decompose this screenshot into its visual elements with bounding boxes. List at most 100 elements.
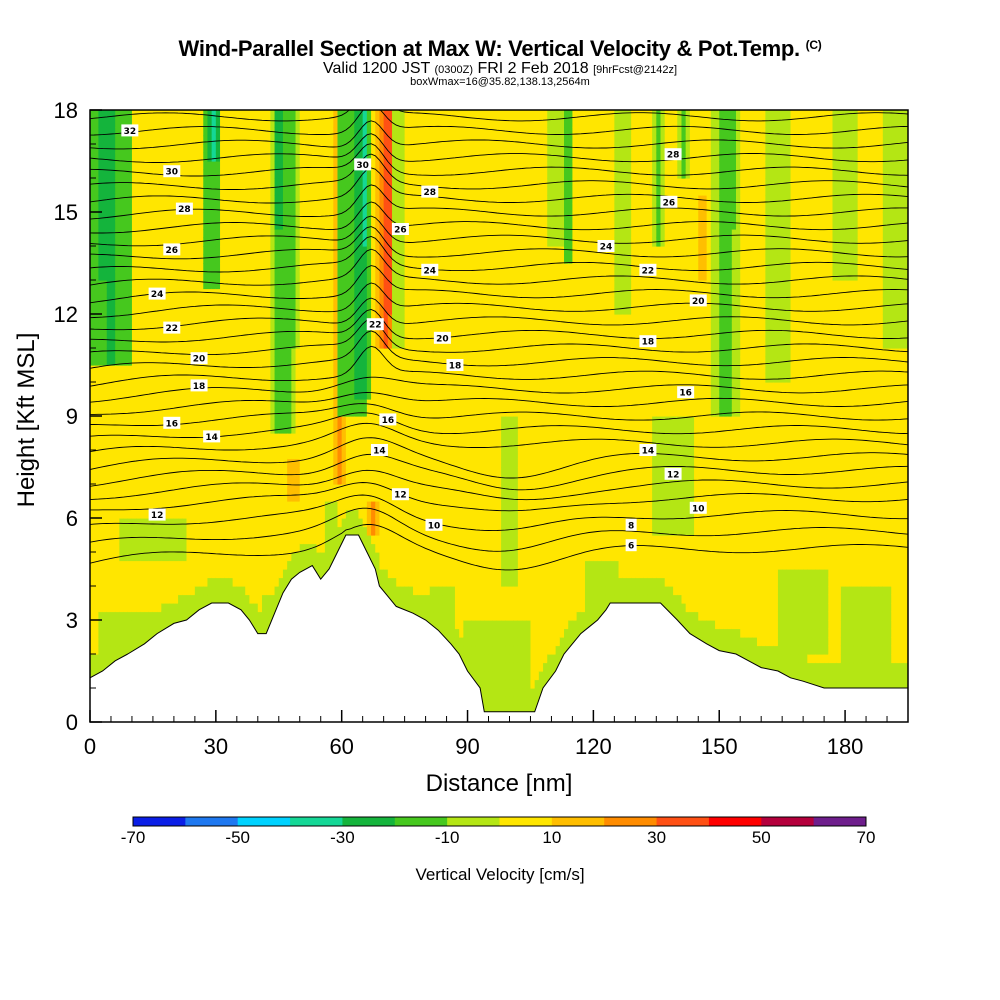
- velocity-cell: [266, 620, 271, 630]
- velocity-cell: [90, 365, 95, 375]
- velocity-cell: [291, 399, 297, 409]
- velocity-cell: [161, 441, 167, 451]
- velocity-cell: [131, 628, 137, 638]
- velocity-cell: [278, 586, 284, 596]
- velocity-cell: [312, 161, 318, 171]
- velocity-cell: [375, 237, 381, 247]
- velocity-cell: [90, 305, 95, 315]
- velocity-cell: [320, 263, 326, 273]
- velocity-cell: [299, 450, 305, 460]
- velocity-cell: [261, 127, 267, 137]
- velocity-cell: [345, 424, 351, 434]
- velocity-cell: [228, 560, 234, 570]
- velocity-cell: [266, 450, 271, 460]
- box-info: boxWmax=16@35.82,138.13,2564m: [410, 76, 590, 88]
- velocity-cell: [165, 331, 171, 341]
- velocity-cell: [350, 348, 355, 358]
- velocity-cell: [131, 254, 137, 264]
- velocity-cell: [224, 195, 230, 205]
- velocity-cell: [257, 382, 263, 392]
- velocity-cell: [312, 288, 318, 298]
- velocity-cell: [358, 450, 364, 460]
- velocity-cell: [215, 577, 221, 587]
- velocity-cell: [324, 467, 330, 477]
- velocity-cell: [308, 152, 313, 162]
- velocity-cell: [253, 586, 259, 596]
- velocity-cell: [131, 152, 137, 162]
- velocity-cell: [115, 237, 120, 247]
- velocity-cell: [98, 645, 104, 655]
- velocity-cell: [228, 263, 234, 273]
- velocity-cell: [245, 322, 250, 332]
- velocity-cell: [249, 178, 255, 188]
- velocity-cell: [211, 365, 217, 375]
- velocity-cell: [257, 254, 263, 264]
- velocity-cell: [371, 331, 376, 341]
- velocity-cell: [186, 382, 192, 392]
- velocity-cell: [375, 263, 381, 273]
- velocity-cell: [178, 424, 183, 434]
- velocity-cell: [257, 441, 263, 451]
- velocity-cell: [241, 569, 246, 579]
- velocity-cell: [362, 518, 368, 528]
- velocity-cell: [245, 195, 250, 205]
- velocity-cell: [119, 229, 125, 239]
- velocity-cell: [329, 322, 334, 332]
- velocity-cell: [161, 467, 167, 477]
- velocity-cell: [333, 492, 339, 502]
- velocity-cell: [119, 254, 125, 264]
- velocity-cell: [316, 144, 322, 154]
- velocity-cell: [287, 433, 292, 443]
- velocity-cell: [157, 501, 162, 511]
- velocity-cell: [131, 365, 137, 375]
- velocity-cell: [127, 203, 133, 213]
- velocity-cell: [303, 280, 309, 290]
- velocity-cell: [245, 186, 250, 196]
- velocity-cell: [333, 254, 339, 264]
- velocity-cell: [232, 526, 238, 536]
- velocity-cell: [136, 237, 141, 247]
- velocity-cell: [224, 399, 230, 409]
- velocity-cell: [333, 161, 339, 171]
- velocity-cell: [316, 331, 322, 341]
- velocity-cell: [165, 280, 171, 290]
- velocity-cell: [207, 186, 213, 196]
- velocity-cell: [106, 246, 112, 256]
- velocity-cell: [324, 263, 330, 273]
- velocity-cell: [295, 348, 301, 358]
- velocity-cell: [140, 339, 146, 349]
- velocity-cell: [148, 382, 154, 392]
- velocity-cell: [224, 492, 230, 502]
- velocity-cell: [375, 433, 381, 443]
- velocity-cell: [261, 552, 267, 562]
- velocity-cell: [136, 620, 141, 630]
- velocity-cell: [299, 518, 305, 528]
- velocity-cell: [136, 560, 141, 570]
- velocity-cell: [324, 399, 330, 409]
- velocity-cell: [157, 577, 162, 587]
- velocity-cell: [207, 373, 213, 383]
- velocity-cell: [261, 152, 267, 162]
- velocity-cell: [119, 509, 125, 519]
- velocity-cell: [337, 535, 343, 545]
- velocity-cell: [161, 186, 167, 196]
- velocity-cell: [148, 543, 154, 553]
- velocity-cell: [182, 526, 188, 536]
- velocity-cell: [345, 254, 351, 264]
- velocity-cell: [144, 365, 150, 375]
- velocity-cell: [199, 305, 204, 315]
- velocity-cell: [241, 543, 246, 553]
- velocity-cell: [282, 186, 288, 196]
- velocity-cell: [203, 280, 209, 290]
- velocity-cell: [312, 484, 318, 494]
- velocity-cell: [245, 526, 250, 536]
- velocity-cell: [303, 135, 309, 145]
- velocity-cell: [203, 271, 209, 281]
- velocity-cell: [358, 288, 364, 298]
- velocity-cell: [98, 586, 104, 596]
- velocity-cell: [228, 212, 234, 222]
- velocity-cell: [350, 322, 355, 332]
- velocity-cell: [98, 263, 104, 273]
- velocity-cell: [257, 433, 263, 443]
- velocity-cell: [337, 135, 343, 145]
